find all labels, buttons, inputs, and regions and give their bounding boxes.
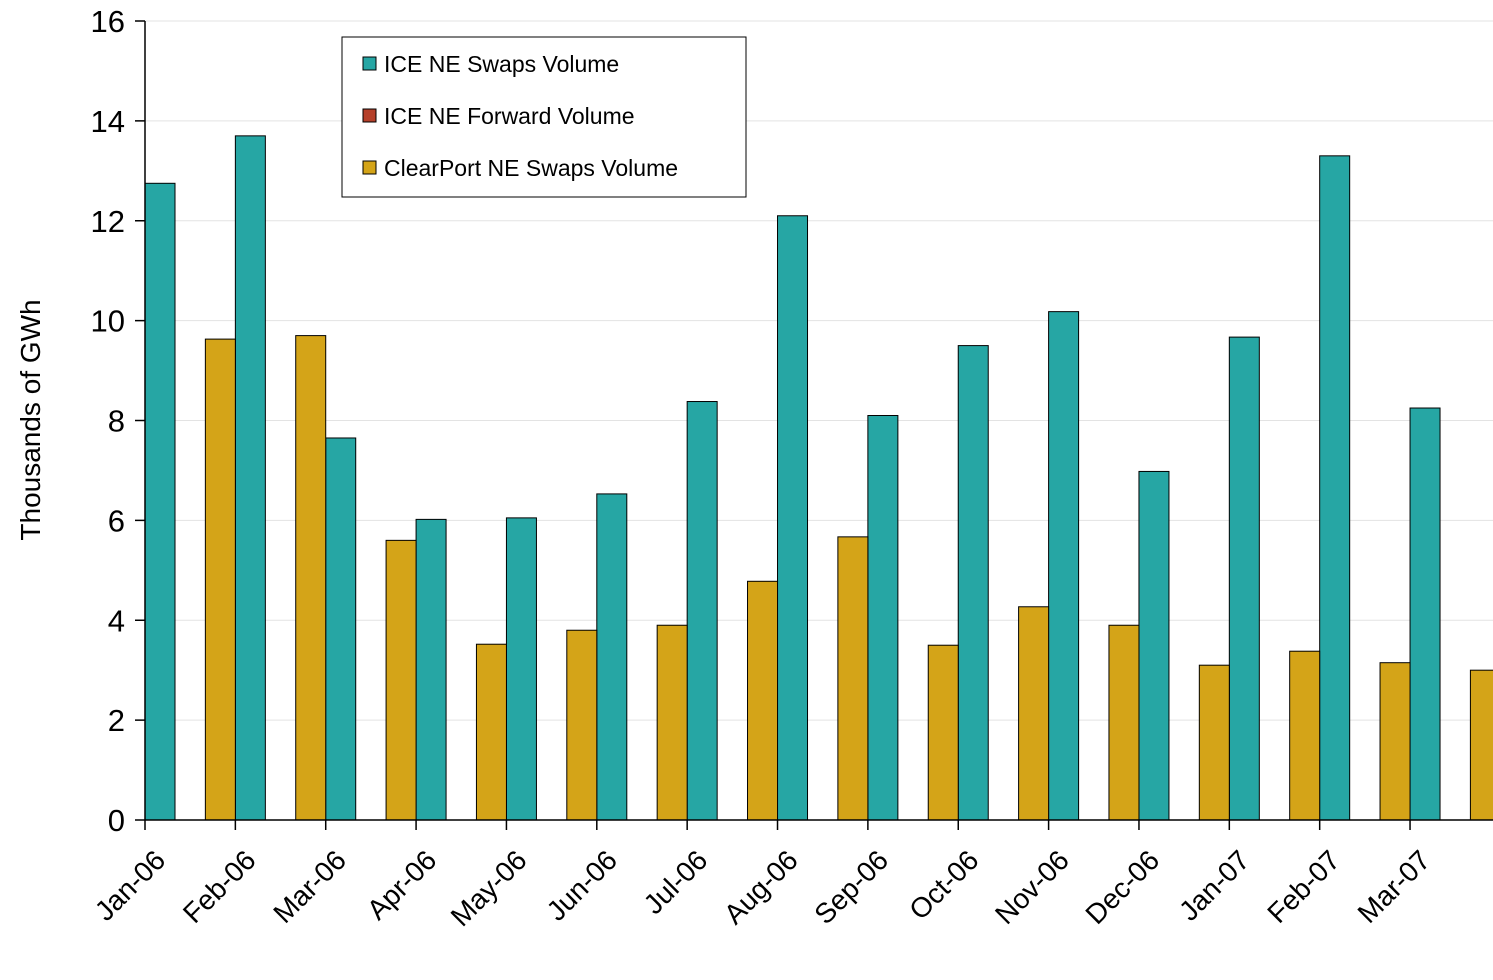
bar: [1379, 662, 1411, 821]
bar: [385, 539, 417, 821]
bar: [1198, 664, 1230, 821]
x-tick-label: Jun-06: [541, 844, 623, 926]
x-tick-label: May-06: [445, 844, 533, 932]
bar: [867, 415, 899, 821]
legend: ICE NE Swaps Volume ICE NE Forward Volume…: [341, 36, 747, 198]
bar: [837, 536, 869, 821]
legend-label: ClearPort NE Swaps Volume: [384, 155, 678, 181]
x-tick-label: Nov-06: [989, 844, 1075, 930]
bar: [927, 644, 959, 821]
bar: [144, 182, 176, 821]
x-tick-label: Jan-07: [1173, 844, 1255, 926]
y-tick-label: 4: [108, 603, 125, 638]
x-tick-label: Jul-06: [638, 844, 714, 920]
bar: [747, 580, 779, 821]
y-tick-label: 10: [91, 304, 125, 339]
bar: [1228, 336, 1260, 821]
bar: [325, 437, 357, 821]
bar: [204, 338, 236, 821]
x-tick-label: Apr-06: [361, 844, 442, 925]
y-tick-label: 0: [108, 803, 125, 838]
bar: [1018, 606, 1050, 821]
bar: [475, 643, 507, 821]
legend-label: ICE NE Swaps Volume: [384, 51, 619, 77]
legend-swatch: [362, 56, 377, 71]
bar: [415, 518, 447, 821]
bar: [1319, 155, 1351, 821]
bar: [1048, 311, 1080, 821]
bar: [505, 517, 537, 821]
x-tick-label: Sep-06: [808, 844, 894, 930]
x-tick-label: Mar-07: [1352, 844, 1437, 929]
legend-box: [341, 36, 747, 198]
bar: [777, 215, 809, 821]
bar: [596, 493, 628, 821]
x-tick-label: Aug-06: [718, 844, 804, 930]
bar: [1409, 407, 1441, 821]
bar: [1469, 669, 1493, 821]
y-tick-label: 8: [108, 404, 125, 439]
legend-label: ICE NE Forward Volume: [384, 103, 635, 129]
y-tick-label: 14: [91, 104, 125, 139]
bar: [957, 345, 989, 821]
bar: [566, 629, 598, 821]
y-tick-label: 16: [91, 4, 125, 39]
bar: [656, 624, 688, 821]
bar: [1108, 624, 1140, 821]
y-tick-label: 12: [91, 204, 125, 239]
bar: [686, 401, 718, 821]
x-tick-label: Dec-06: [1079, 844, 1165, 930]
bar: [1138, 470, 1170, 821]
y-tick-label: 2: [108, 703, 125, 738]
legend-swatch: [362, 160, 377, 175]
bar: [234, 135, 266, 821]
x-tick-label: Oct-06: [903, 844, 984, 925]
y-axis-label: Thousands of GWh: [15, 299, 46, 540]
x-tick-label: Feb-07: [1261, 844, 1346, 929]
bar: [295, 335, 327, 821]
y-tick-label: 6: [108, 503, 125, 538]
legend-swatch: [362, 108, 377, 123]
bar: [1289, 650, 1321, 821]
x-tick-label: Jan-06: [89, 844, 171, 926]
x-tick-label: Mar-06: [267, 844, 352, 929]
x-tick-label: Feb-06: [177, 844, 262, 929]
